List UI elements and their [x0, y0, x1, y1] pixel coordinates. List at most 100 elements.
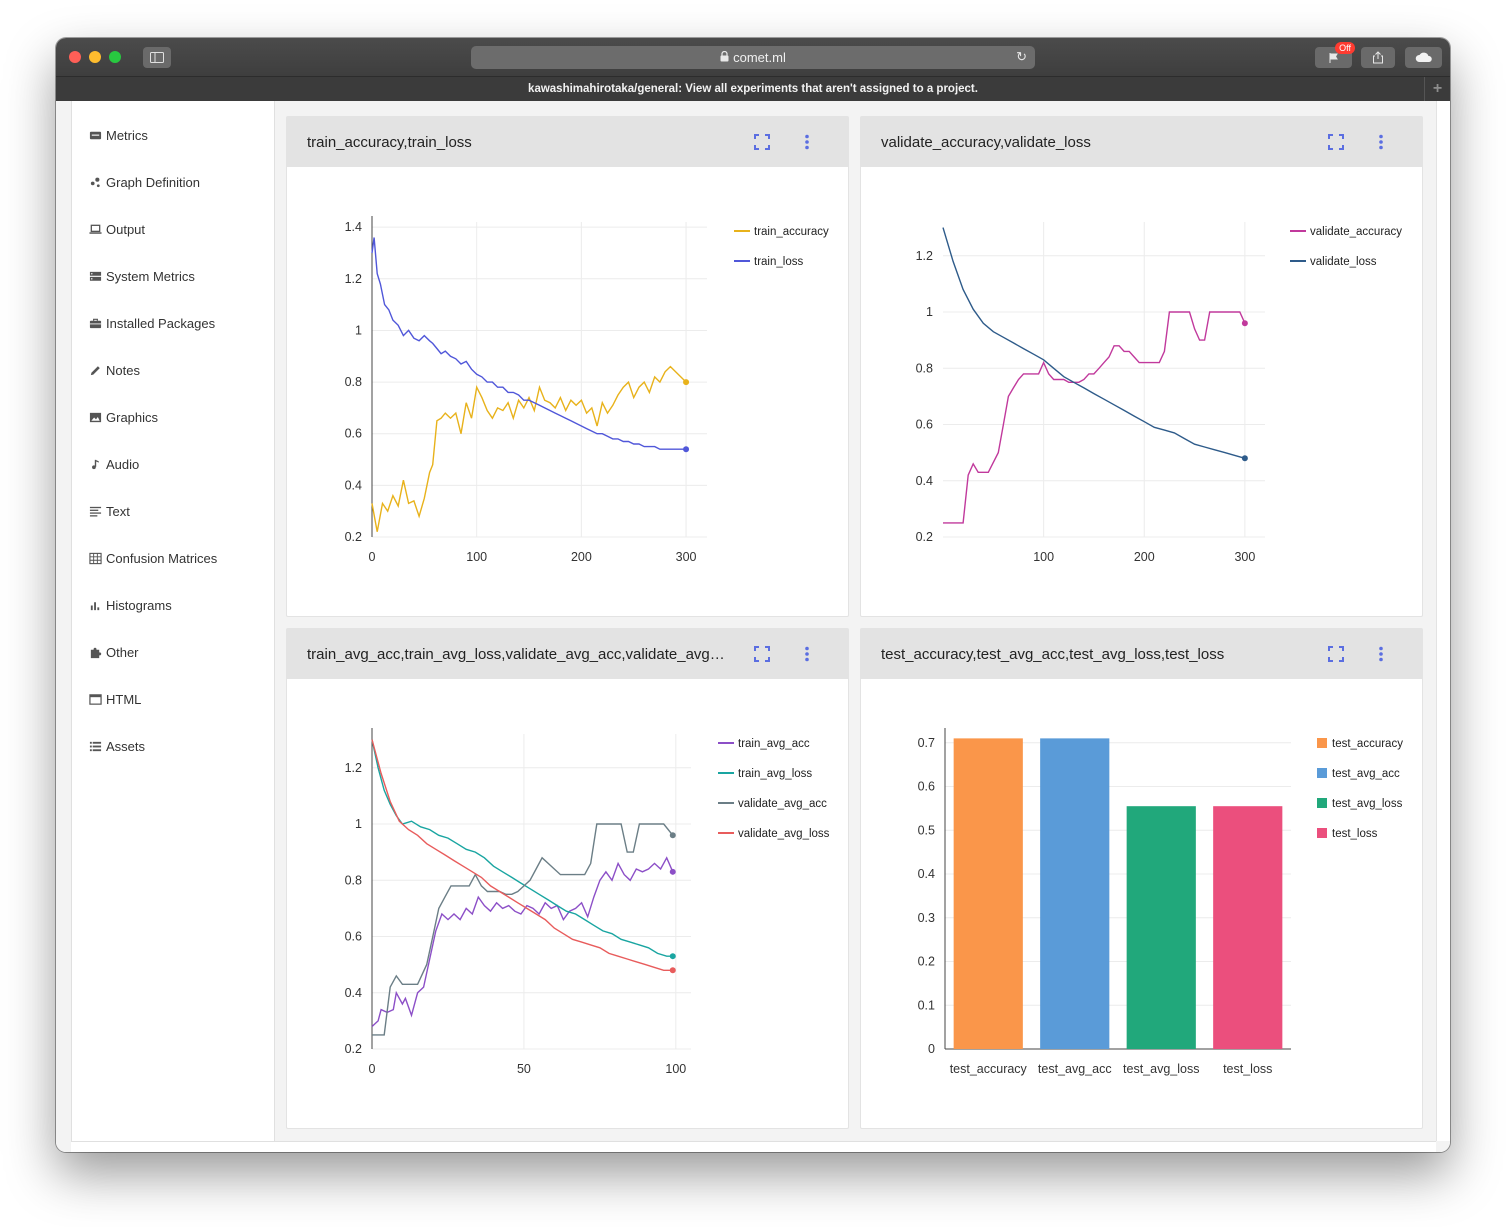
y-tick-label: 0.6	[916, 418, 933, 432]
panel-header: validate_accuracy,validate_loss	[861, 117, 1422, 167]
sidebar-item-system-metrics[interactable]: System Metrics	[88, 266, 195, 286]
server-icon	[88, 269, 102, 283]
y-tick-label: 0.2	[345, 1042, 362, 1056]
series-line-train_loss	[371, 237, 687, 450]
sidebar-item-assets[interactable]: Assets	[88, 736, 145, 756]
sidebar-item-output[interactable]: Output	[88, 219, 145, 239]
panel-header: train_avg_acc,train_avg_loss,validate_av…	[287, 629, 848, 679]
sidebar-item-label: Text	[106, 503, 130, 519]
sidebar-item-label: Installed Packages	[106, 315, 216, 331]
flag-icon	[1329, 52, 1338, 63]
new-tab-button[interactable]: +	[1424, 77, 1450, 101]
sidebar-item-text[interactable]: Text	[88, 501, 130, 521]
panel-title: validate_accuracy,validate_loss	[881, 133, 1091, 151]
sidebar-item-label: Audio	[106, 456, 140, 472]
series-endpoint-validate_accuracy	[1241, 320, 1248, 327]
y-tick-label: 0.8	[345, 375, 362, 389]
more-options-icon[interactable]	[799, 134, 815, 150]
grid-icon	[88, 551, 102, 565]
y-tick-label: 0.7	[918, 736, 935, 750]
legend-label: test_accuracy	[1332, 738, 1403, 750]
cloud-button[interactable]	[1405, 47, 1442, 68]
sidebar-toggle-button[interactable]	[143, 47, 171, 68]
series-line-validate_accuracy	[943, 311, 1246, 524]
chart-panel-averages: train_avg_acc,train_avg_loss,validate_av…	[286, 628, 849, 1129]
sidebar-item-histograms[interactable]: Histograms	[88, 595, 172, 615]
panel-title: train_avg_acc,train_avg_loss,validate_av…	[307, 645, 727, 663]
legend-swatch	[1317, 828, 1327, 838]
x-tick-label: 0	[369, 550, 376, 564]
x-tick-label: 300	[1234, 550, 1255, 564]
y-tick-label: 0.6	[345, 427, 362, 441]
sidebar-item-html[interactable]: HTML	[88, 689, 141, 709]
html-window-icon	[88, 692, 102, 706]
y-tick-label: 1	[926, 305, 933, 319]
expand-icon[interactable]	[1328, 134, 1344, 150]
series-line-validate_avg_acc	[372, 823, 674, 1036]
legend-label: validate_loss	[1310, 256, 1377, 268]
series-line-train_avg_loss	[371, 739, 673, 957]
sidebar-item-label: HTML	[106, 691, 142, 707]
bar-test_avg_loss	[1126, 806, 1196, 1049]
pencil-icon	[88, 363, 102, 377]
sidebar-item-label: Output	[106, 221, 146, 237]
series-line-validate_avg_loss	[371, 739, 673, 971]
right-scroll-gutter	[1436, 101, 1450, 1141]
legend-label: train_loss	[754, 256, 803, 268]
sidebar-toggle-icon	[150, 52, 164, 63]
legend-label: train_avg_loss	[738, 768, 812, 780]
line-chart-train: 0.2 0.4 0.6 0.8 1 1.2 1.4 0 100 200 300 train_accur…	[345, 216, 829, 564]
expand-icon[interactable]	[754, 646, 770, 662]
x-tick-label: 50	[517, 1062, 531, 1076]
series-line-train_avg_acc	[371, 856, 674, 1028]
zoom-window-button[interactable]	[109, 51, 121, 63]
text-lines-icon	[88, 504, 102, 518]
sidebar-item-label: Notes	[106, 362, 140, 378]
histogram-icon	[88, 598, 102, 612]
minimize-window-button[interactable]	[89, 51, 101, 63]
y-tick-label: 0.6	[345, 930, 362, 944]
y-tick-label: 1.2	[916, 249, 933, 263]
extension-button[interactable]: Off	[1315, 42, 1355, 68]
more-options-icon[interactable]	[799, 646, 815, 662]
cloud-icon	[1415, 52, 1432, 62]
address-bar[interactable]: comet.ml ↻	[471, 46, 1035, 69]
expand-icon[interactable]	[754, 134, 770, 150]
expand-icon[interactable]	[1328, 646, 1344, 662]
legend-label: train_accuracy	[754, 226, 829, 238]
bar-test_accuracy	[953, 738, 1023, 1049]
legend-label: test_avg_acc	[1332, 768, 1400, 780]
legend-label: validate_accuracy	[1310, 226, 1402, 238]
series-line-validate_loss	[942, 227, 1246, 459]
sidebar-item-graphics[interactable]: Graphics	[88, 407, 158, 427]
sidebar-item-metrics[interactable]: Metrics	[88, 125, 148, 145]
y-tick-label: 0.1	[918, 998, 935, 1012]
more-options-icon[interactable]	[1373, 646, 1389, 662]
x-tick-label: 100	[1033, 550, 1054, 564]
sidebar-item-graph-definition[interactable]: Graph Definition	[88, 172, 200, 192]
info-bar: kawashimahirotaka/general: View all expe…	[56, 76, 1450, 101]
series-endpoint-train_avg_acc	[669, 868, 676, 875]
more-options-icon[interactable]	[1373, 134, 1389, 150]
y-tick-label: 1	[355, 817, 362, 831]
y-tick-label: 0.8	[345, 873, 362, 887]
sidebar-item-label: Histograms	[106, 597, 172, 613]
info-bar-text: kawashimahirotaka/general: View all expe…	[528, 83, 978, 95]
share-button[interactable]	[1361, 47, 1395, 68]
reload-icon[interactable]: ↻	[1016, 49, 1027, 64]
sidebar-item-other[interactable]: Other	[88, 642, 139, 662]
sidebar-item-notes[interactable]: Notes	[88, 360, 140, 380]
legend-label: test_loss	[1332, 828, 1378, 840]
image-icon	[88, 410, 102, 424]
x-tick-label: 200	[1134, 550, 1155, 564]
series-line-train_accuracy	[371, 365, 687, 532]
sidebar-item-confusion-matrices[interactable]: Confusion Matrices	[88, 548, 217, 568]
legend-label: train_avg_acc	[738, 738, 810, 750]
x-tick-label: 300	[676, 550, 697, 564]
sidebar-item-installed-packages[interactable]: Installed Packages	[88, 313, 215, 333]
bar-test_loss	[1213, 806, 1283, 1049]
sidebar-item-audio[interactable]: Audio	[88, 454, 139, 474]
close-window-button[interactable]	[69, 51, 81, 63]
y-tick-label: 0	[928, 1042, 935, 1056]
sidebar-item-label: Confusion Matrices	[106, 550, 218, 566]
